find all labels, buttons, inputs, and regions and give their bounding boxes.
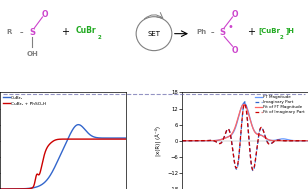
Text: CuBr: CuBr <box>76 26 96 35</box>
Line: FT Magnitude: FT Magnitude <box>182 103 308 141</box>
Line: CuBr₂: CuBr₂ <box>0 125 126 189</box>
Fit of FT Magnitude <box>265 137 268 140</box>
CuBr₂ <box>55 161 59 164</box>
Fit of Imaginary Part <box>243 103 246 105</box>
Fit of Imaginary Part <box>237 152 241 154</box>
Imaginary Part <box>243 101 247 103</box>
Fit of Imaginary Part <box>251 169 255 171</box>
Text: •: • <box>227 22 233 32</box>
Text: R: R <box>6 29 12 35</box>
Text: Ph: Ph <box>197 29 207 35</box>
Fit of Imaginary Part <box>180 139 184 142</box>
Line: CuBr₂ + PhSO₂H: CuBr₂ + PhSO₂H <box>0 139 126 189</box>
Fit of FT Magnitude <box>255 133 258 135</box>
Text: –: – <box>211 29 214 35</box>
CuBr₂ <box>82 128 86 130</box>
FT Magnitude <box>265 138 268 140</box>
Fit of FT Magnitude <box>275 139 279 142</box>
CuBr₂ + PhSO₂H <box>82 138 86 140</box>
Fit of Imaginary Part <box>203 140 206 142</box>
Text: O: O <box>231 10 238 19</box>
FT Magnitude <box>237 114 241 116</box>
Text: SET: SET <box>148 31 160 37</box>
CuBr₂ <box>20 188 24 189</box>
Fit of FT Magnitude <box>237 113 241 115</box>
FT Magnitude <box>180 139 184 142</box>
Fit of Imaginary Part <box>265 140 269 142</box>
Y-axis label: |x(R)| (Å⁻⁴): |x(R)| (Å⁻⁴) <box>155 126 161 156</box>
CuBr₂ <box>76 123 80 126</box>
FT Magnitude <box>203 139 206 142</box>
FT Magnitude <box>255 132 258 135</box>
Text: OH: OH <box>26 51 38 57</box>
FT Magnitude <box>242 102 246 104</box>
CuBr₂ <box>124 137 128 139</box>
Text: +: + <box>61 27 69 37</box>
Imaginary Part <box>306 139 308 142</box>
Fit of FT Magnitude <box>213 139 217 142</box>
Text: ]H: ]H <box>286 27 294 34</box>
Line: Imaginary Part: Imaginary Part <box>182 102 308 171</box>
Text: [CuBr: [CuBr <box>258 27 281 34</box>
CuBr₂ + PhSO₂H <box>30 187 34 189</box>
Fit of Imaginary Part <box>276 139 279 141</box>
Fit of Imaginary Part <box>213 140 217 142</box>
Imaginary Part <box>213 140 217 142</box>
Imaginary Part <box>180 139 184 142</box>
FT Magnitude <box>306 139 308 142</box>
Text: S: S <box>29 28 35 37</box>
CuBr₂ + PhSO₂H <box>55 138 59 141</box>
CuBr₂ + PhSO₂H <box>72 138 76 140</box>
Imaginary Part <box>265 139 269 142</box>
Legend: CuBr₂, CuBr₂ + PhSO₂H: CuBr₂, CuBr₂ + PhSO₂H <box>2 95 47 107</box>
Fit of FT Magnitude <box>180 139 184 142</box>
Text: O: O <box>41 10 48 19</box>
Fit of Imaginary Part <box>255 148 259 150</box>
Text: +: + <box>247 27 255 37</box>
CuBr₂ + PhSO₂H <box>0 188 2 189</box>
Imaginary Part <box>276 139 279 141</box>
CuBr₂ <box>93 136 97 138</box>
Fit of Imaginary Part <box>306 139 308 142</box>
Line: Fit of Imaginary Part: Fit of Imaginary Part <box>182 104 308 170</box>
Fit of FT Magnitude <box>242 103 245 106</box>
Legend: FT Magnitude, Imaginary Part, Fit of FT Magnitude, Fit of Imaginary Part: FT Magnitude, Imaginary Part, Fit of FT … <box>254 94 306 115</box>
CuBr₂ <box>72 126 76 129</box>
Text: 2: 2 <box>280 35 284 40</box>
Text: 2: 2 <box>97 35 101 40</box>
FT Magnitude <box>275 139 279 141</box>
Imaginary Part <box>203 140 206 142</box>
Text: –: – <box>20 29 23 35</box>
Text: S: S <box>219 28 225 37</box>
CuBr₂ + PhSO₂H <box>20 188 24 189</box>
FT Magnitude <box>213 139 217 142</box>
Imaginary Part <box>255 149 259 151</box>
Imaginary Part <box>237 153 241 156</box>
Fit of FT Magnitude <box>203 139 206 142</box>
CuBr₂ + PhSO₂H <box>124 138 128 140</box>
Imaginary Part <box>251 170 255 172</box>
CuBr₂ <box>0 188 2 189</box>
Text: O: O <box>231 46 238 55</box>
CuBr₂ + PhSO₂H <box>93 138 96 140</box>
Fit of FT Magnitude <box>306 139 308 142</box>
CuBr₂ <box>30 187 34 189</box>
Line: Fit of FT Magnitude: Fit of FT Magnitude <box>182 105 308 141</box>
